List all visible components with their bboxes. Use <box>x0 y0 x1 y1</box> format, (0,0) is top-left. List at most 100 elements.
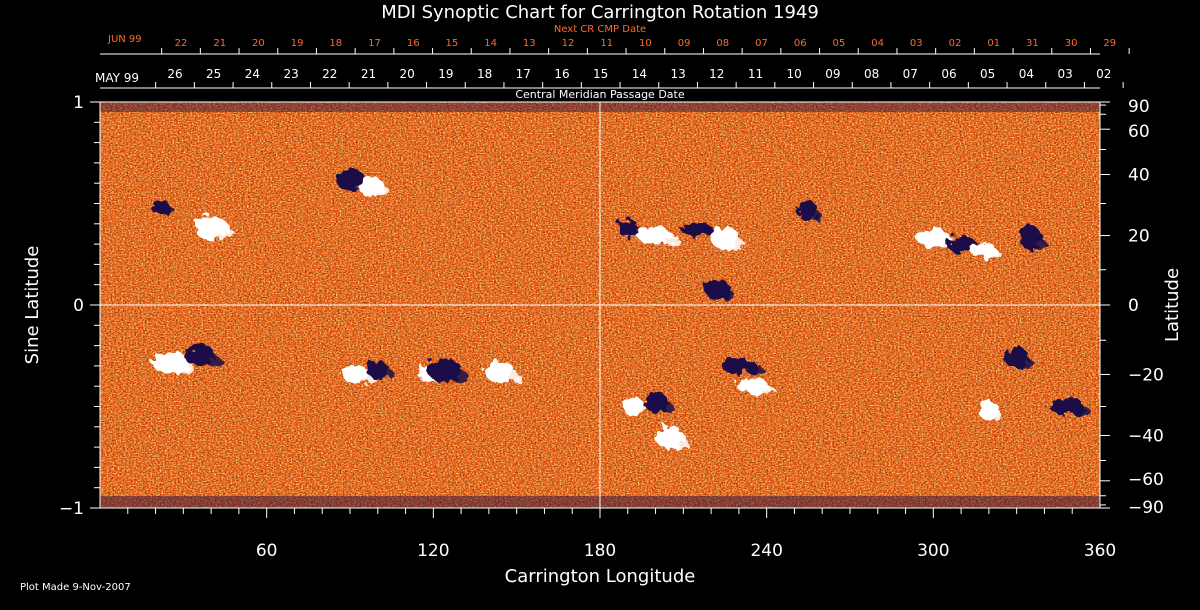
day-label: 02 <box>1096 67 1111 81</box>
day-label: 08 <box>716 38 729 49</box>
day-label: 05 <box>980 67 995 81</box>
active-region-positive-fringe <box>503 371 521 383</box>
left-y-axis-title: Sine Latitude <box>22 246 43 365</box>
active-region-positive-fringe <box>173 361 195 373</box>
right-y-tick-label: 0 <box>1128 296 1139 316</box>
day-label: 12 <box>709 67 724 81</box>
active-region-negative-fringe <box>658 402 674 413</box>
day-label: 06 <box>941 67 956 81</box>
left-y-tick-label: 0 <box>73 296 84 316</box>
cmp-label: Central Meridian Passage Date <box>515 88 684 101</box>
day-label: 21 <box>361 67 376 81</box>
active-region-negative-fringe <box>1032 238 1046 251</box>
day-label: 04 <box>1019 67 1034 81</box>
day-label: 18 <box>329 38 342 49</box>
day-label: 09 <box>678 38 691 49</box>
next-cr-day-labels: 22 21 20 19 18 17 16 15 14 13 12 11 10 09 08 07 06 05 04 03… <box>161 38 1130 54</box>
active-region-negative-fringe <box>380 369 395 378</box>
day-label: 07 <box>903 67 918 81</box>
day-label: 05 <box>833 38 846 49</box>
active-region-negative-fringe <box>447 369 469 382</box>
active-region-negative-fringe <box>719 288 734 300</box>
right-y-tick-label: 20 <box>1128 227 1150 247</box>
active-region-negative-fringe <box>163 207 176 215</box>
day-label: 04 <box>871 38 884 49</box>
day-label: 08 <box>864 67 879 81</box>
day-label: 10 <box>787 67 802 81</box>
day-label: 13 <box>523 38 536 49</box>
right-y-tick-label: 60 <box>1128 122 1150 142</box>
x-tick-label: 60 <box>256 541 278 561</box>
active-region-positive-fringe <box>727 238 745 251</box>
day-label: 11 <box>600 38 613 49</box>
active-region-positive-fringe <box>985 250 1002 258</box>
active-region-positive-fringe <box>635 406 649 416</box>
day-label: 19 <box>291 38 304 49</box>
day-label: 10 <box>639 38 652 49</box>
x-tick-label: 360 <box>1084 541 1116 561</box>
cmp-month: MAY 99 <box>95 71 139 85</box>
day-label: 29 <box>1103 38 1116 49</box>
active-region-positive-fringe <box>755 386 776 394</box>
right-y-tick-label: 40 <box>1128 166 1150 186</box>
x-axis-title: Carrington Longitude <box>505 566 696 587</box>
active-region-negative-fringe <box>810 211 823 222</box>
active-region-negative-fringe <box>742 365 765 374</box>
day-label: 16 <box>407 38 420 49</box>
active-region-negative-fringe <box>1019 357 1034 369</box>
day-label: 13 <box>670 67 685 81</box>
day-label: 01 <box>987 38 1000 49</box>
day-label: 16 <box>554 67 569 81</box>
day-label: 30 <box>1065 38 1078 49</box>
next-cr-month: JUN 99 <box>107 34 142 45</box>
day-label: 14 <box>632 67 647 81</box>
day-label: 19 <box>438 67 453 81</box>
left-y-axis-ticks: 1 0 −1 <box>59 93 100 519</box>
day-label: 14 <box>484 38 497 49</box>
day-label: 07 <box>755 38 768 49</box>
x-tick-label: 300 <box>917 541 949 561</box>
x-tick-label: 180 <box>584 541 616 561</box>
day-label: 02 <box>949 38 962 49</box>
day-label: 24 <box>245 67 260 81</box>
day-label: 11 <box>748 67 763 81</box>
next-cr-label: Next CR CMP Date <box>554 24 646 35</box>
day-label: 12 <box>562 38 575 49</box>
active-region-positive-fringe <box>214 227 235 240</box>
right-y-tick-label: −60 <box>1128 470 1164 490</box>
day-label: 26 <box>167 67 182 81</box>
day-label: 23 <box>283 67 298 81</box>
right-y-axis-ticks: 90 60 40 20 0 −20 −40 −60 −90 <box>1100 97 1164 518</box>
day-label: 31 <box>1026 38 1039 49</box>
x-tick-label: 240 <box>750 541 782 561</box>
day-label: 03 <box>910 38 923 49</box>
day-label: 17 <box>368 38 381 49</box>
x-tick-label: 120 <box>417 541 449 561</box>
active-region-negative-fringe <box>203 355 223 366</box>
day-label: 03 <box>1057 67 1072 81</box>
day-label: 20 <box>252 38 265 49</box>
day-label: 09 <box>825 67 840 81</box>
plot-made-note: Plot Made 9-Nov-2007 <box>20 582 131 593</box>
day-label: 06 <box>794 38 807 49</box>
left-y-tick-label: 1 <box>73 93 84 113</box>
left-y-tick-label: −1 <box>59 499 84 519</box>
active-region-positive-fringe <box>672 436 690 449</box>
day-label: 20 <box>400 67 415 81</box>
day-label: 17 <box>516 67 531 81</box>
active-region-positive-fringe <box>990 410 1003 421</box>
day-label: 15 <box>446 38 459 49</box>
right-y-tick-label: 90 <box>1128 97 1150 117</box>
cmp-day-labels: 26 25 24 23 22 21 20 19 18 17 16 15 14 13 12 11 10 09 08 07… <box>155 67 1124 88</box>
x-axis-ticks: 60 120 180 240 300 360 <box>127 508 1116 561</box>
right-y-tick-label: −40 <box>1128 426 1164 446</box>
right-y-tick-label: −20 <box>1128 365 1164 385</box>
day-label: 22 <box>175 38 188 49</box>
chart-title: MDI Synoptic Chart for Carrington Rotati… <box>381 2 819 23</box>
right-y-tick-label: −90 <box>1128 498 1164 518</box>
right-y-axis-title: Latitude <box>1162 268 1183 342</box>
day-label: 22 <box>322 67 337 81</box>
day-label: 18 <box>477 67 492 81</box>
active-region-positive-fringe <box>659 235 681 244</box>
